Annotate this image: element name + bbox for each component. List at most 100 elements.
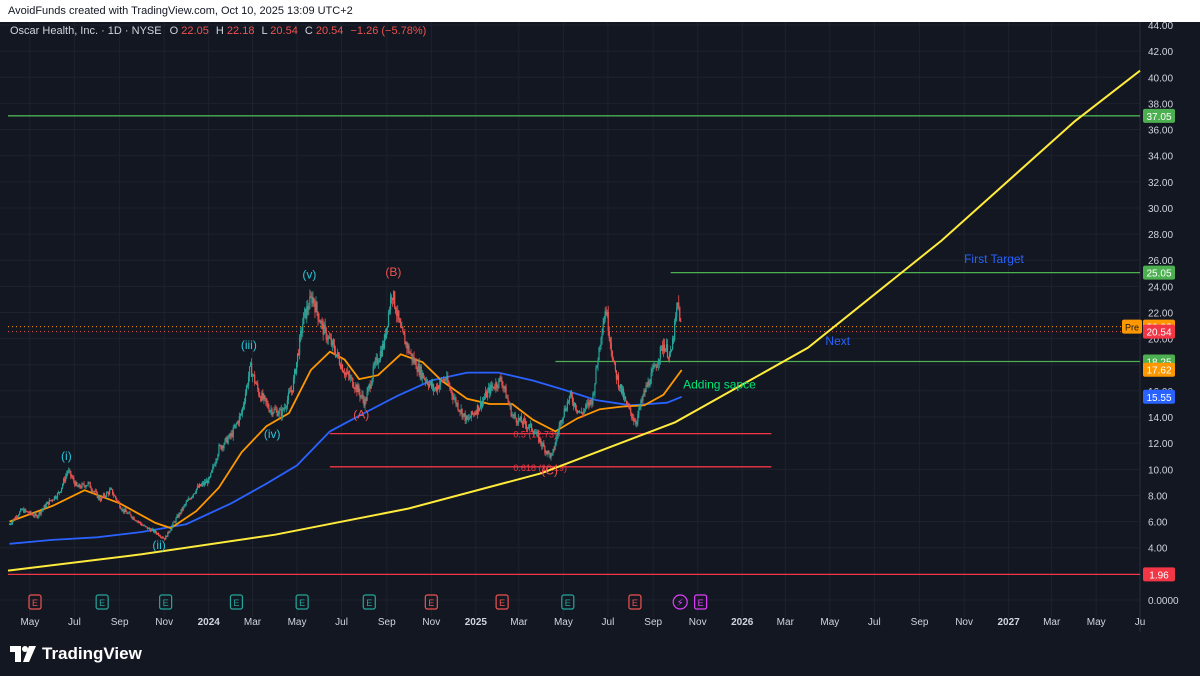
candle-body (555, 438, 557, 445)
candle-body (337, 352, 340, 358)
x-tick-label: May (1087, 617, 1106, 628)
earnings-icon (362, 594, 376, 610)
candle-body (491, 384, 493, 388)
candle-body (353, 386, 355, 389)
candle-body (185, 501, 187, 505)
candle-body (521, 422, 523, 425)
candle-body (291, 390, 294, 392)
candle-body (550, 454, 552, 458)
tradingview-logo[interactable]: TradingView (10, 644, 142, 664)
candle-body (610, 342, 612, 352)
candle-body (41, 509, 43, 512)
candle-body (538, 433, 540, 442)
candle-body (158, 533, 160, 536)
candle-body (205, 481, 207, 484)
badge-25 (1143, 265, 1175, 280)
candle-body (553, 448, 555, 450)
candle-body (79, 484, 81, 488)
candle-body (175, 518, 177, 523)
y-tick-label: 44.00 (1148, 22, 1173, 32)
candle-body (422, 372, 424, 379)
y-tick-label: 20.00 (1148, 335, 1173, 346)
candle-body (532, 430, 534, 432)
candle-body (266, 401, 268, 404)
candle-body (25, 509, 27, 512)
candle-body (438, 385, 440, 389)
candle-body (18, 514, 20, 517)
candle-body (648, 381, 650, 386)
x-tick-label: 2024 (198, 617, 221, 628)
candle-body (154, 530, 157, 533)
candle-body (275, 409, 277, 411)
candle-body (419, 366, 421, 376)
candle-body (408, 345, 410, 354)
candle-body (652, 367, 654, 369)
candle-body (493, 386, 495, 389)
candle-body (143, 525, 145, 527)
candle-body (280, 409, 282, 417)
price-chart[interactable]: 0.5 (12.73) 0.618 (10.19) (i) (ii) (iii) (iv… (0, 21, 1200, 632)
candle-body (22, 508, 24, 510)
candle-body (492, 386, 494, 388)
candle-body (405, 342, 407, 345)
candle-body (402, 327, 404, 332)
candle-body (138, 521, 140, 523)
candle-body (464, 413, 466, 422)
candle-body (153, 530, 156, 533)
candle-body (270, 409, 272, 411)
candle-body (509, 405, 511, 407)
wave-label: (iii) (241, 338, 257, 352)
candle-body (609, 338, 611, 343)
candle-body (285, 406, 287, 408)
candle-body (436, 385, 439, 391)
candle-body (125, 509, 127, 512)
candle-body (439, 384, 441, 389)
x-tick-label: 2027 (998, 617, 1021, 628)
candle-body (530, 423, 533, 431)
candle-body (304, 308, 306, 313)
candle-body (524, 420, 527, 425)
candle-body (194, 492, 197, 494)
candle-body (569, 391, 572, 396)
candle-body (456, 403, 458, 405)
candle-body (665, 344, 668, 349)
candle-body (584, 408, 586, 411)
candle-body (487, 390, 489, 398)
earnings-icon-glyph: E (698, 598, 704, 608)
candle-body (543, 443, 545, 447)
candle-body (59, 491, 62, 493)
candle-body (400, 322, 402, 328)
candle-body (316, 302, 318, 312)
candle-body (176, 515, 178, 519)
candle-body (170, 529, 172, 532)
chart-area[interactable]: 0.5 (12.73) 0.618 (10.19) (i) (ii) (iii) (iv… (0, 21, 1200, 632)
candle-body (433, 389, 436, 391)
candle-body (563, 408, 565, 417)
candle-body (371, 378, 373, 385)
badge-close (1143, 324, 1175, 339)
candle-body (640, 399, 642, 408)
candle-body (607, 311, 609, 332)
y-tick-label: 12.00 (1148, 439, 1173, 450)
candle-body (137, 521, 139, 522)
annotation-text: Next (825, 334, 850, 348)
candle-body (495, 382, 497, 389)
candle-body (40, 511, 42, 515)
x-tick-label: Nov (155, 617, 173, 628)
candle-body (539, 438, 541, 442)
candle-body (346, 372, 348, 374)
candle-body (540, 438, 542, 444)
candle-body (305, 308, 307, 319)
candle-body (507, 397, 509, 402)
candle-body (113, 494, 115, 496)
candle-body (632, 417, 634, 419)
candle-body (53, 496, 56, 500)
candle-body (603, 319, 605, 325)
candle-body (374, 360, 376, 366)
candle-body (182, 506, 184, 511)
candle-body (89, 482, 91, 488)
candle-body (394, 291, 396, 308)
candle-body (360, 395, 362, 397)
candle-body (411, 353, 413, 361)
candle-body (247, 376, 250, 386)
